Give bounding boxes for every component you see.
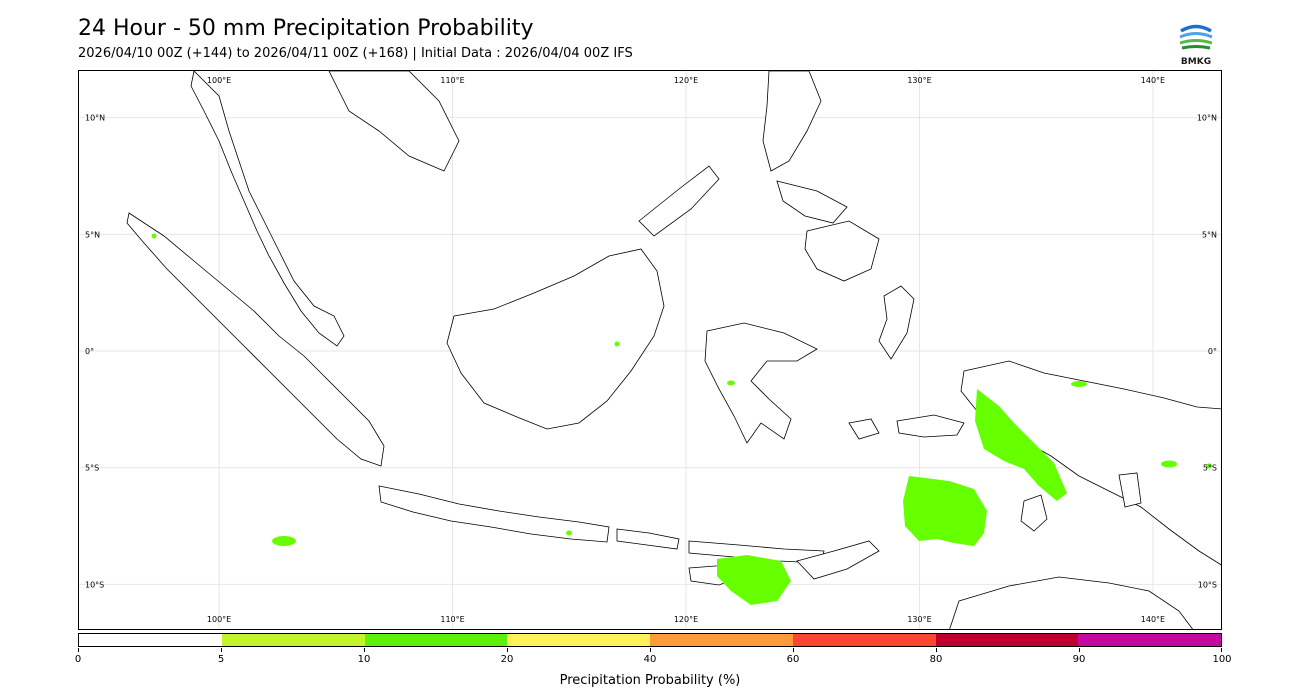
lon-label-top-1: 110°E xyxy=(440,76,464,85)
land-outlines xyxy=(126,71,1221,629)
island-seram xyxy=(896,414,965,438)
lat-label-left-4: 10°S xyxy=(85,580,104,589)
rain-indian-ocean xyxy=(272,536,296,546)
precipitation-areas xyxy=(151,233,1212,605)
lon-labels-bottom: 100°E 110°E 120°E 130°E 140°E xyxy=(207,615,1165,624)
island-luzon xyxy=(762,71,822,172)
rain-spot-png xyxy=(1071,381,1087,387)
colorbar-segment-3 xyxy=(507,634,650,646)
rain-papua-south xyxy=(975,389,1067,501)
lon-label-bottom-1: 110°E xyxy=(440,615,464,624)
lon-label-top-4: 140°E xyxy=(1141,76,1165,85)
rain-timor xyxy=(717,555,791,605)
colorbar-segment-7 xyxy=(1078,634,1221,646)
rain-spot-arafura xyxy=(1161,460,1177,468)
colorbar-title: Precipitation Probability (%) xyxy=(559,673,741,688)
lon-label-bottom-3: 130°E xyxy=(907,615,931,624)
precipitation-map: 100°E 110°E 120°E 130°E 140°E 100°E 110°E 120°… xyxy=(78,70,1222,630)
colorbar-tick-label-6: 80 xyxy=(929,654,943,665)
colorbar-tick-label-7: 90 xyxy=(1072,654,1086,665)
chart-title: 24 Hour - 50 mm Precipitation Probabilit… xyxy=(78,16,534,41)
chart-subtitle: 2026/04/10 00Z (+144) to 2026/04/11 00Z … xyxy=(78,46,633,61)
colorbar-segment-2 xyxy=(364,634,508,646)
lon-label-top-2: 120°E xyxy=(674,76,698,85)
island-borneo xyxy=(446,248,665,430)
lon-label-bottom-4: 140°E xyxy=(1141,615,1165,624)
island-bali-lombok xyxy=(616,528,680,550)
island-mindanao xyxy=(804,220,880,282)
bmkg-logo-text: BMKG xyxy=(1181,57,1211,66)
colorbar-tick-label-5: 60 xyxy=(786,654,800,665)
colorbar-tick-7 xyxy=(1079,648,1080,652)
bmkg-logo-icon: BMKG xyxy=(1174,18,1218,67)
lat-labels-right: 10°N 5°N 0° 5°S 10°S xyxy=(1197,114,1217,590)
lon-label-bottom-0: 100°E xyxy=(207,615,231,624)
colorbar-tick-6 xyxy=(936,648,937,652)
colorbar-tick-2 xyxy=(364,648,365,652)
lat-label-left-3: 5°S xyxy=(85,464,99,473)
island-tanimbar xyxy=(1020,494,1048,532)
lat-label-left-1: 5°N xyxy=(85,230,100,239)
island-sulawesi xyxy=(704,322,818,444)
rain-spot-borneo xyxy=(614,341,620,347)
colorbar-tick-4 xyxy=(650,648,651,652)
island-new-guinea xyxy=(960,360,1221,566)
colorbar-tick-label-8: 100 xyxy=(1212,654,1232,665)
lat-labels-left: 10°N 5°N 0° 5°S 10°S xyxy=(85,114,105,590)
lon-label-top-0: 100°E xyxy=(207,76,231,85)
island-palawan xyxy=(638,165,720,237)
island-halmahera xyxy=(878,285,915,360)
lat-label-right-4: 10°S xyxy=(1198,580,1217,589)
colorbar-segment-4 xyxy=(650,634,793,646)
colorbar-segment-6 xyxy=(935,634,1079,646)
colorbar-tick-label-2: 10 xyxy=(357,654,371,665)
rain-spot-east xyxy=(1206,463,1212,469)
lon-label-bottom-2: 120°E xyxy=(674,615,698,624)
island-buru xyxy=(848,418,880,440)
rain-banda-sea xyxy=(903,476,987,546)
landmass-mainland-north xyxy=(328,71,460,172)
colorbar-tick-5 xyxy=(793,648,794,652)
colorbar-segment-1 xyxy=(221,634,365,646)
lat-label-left-2: 0° xyxy=(85,347,94,356)
colorbar xyxy=(78,633,1222,647)
lat-label-right-1: 5°N xyxy=(1202,230,1217,239)
colorbar-tick-0 xyxy=(78,648,79,652)
colorbar-tick-label-4: 40 xyxy=(643,654,657,665)
colorbar-tick-label-1: 5 xyxy=(217,654,225,665)
landmass-indochina xyxy=(190,71,345,347)
island-sumatra xyxy=(126,212,385,467)
colorbar-segment-0 xyxy=(79,634,222,646)
lat-label-left-0: 10°N xyxy=(85,114,105,123)
landmass-australia xyxy=(949,576,1193,629)
rain-spot-sulawesi xyxy=(727,380,735,386)
colorbar-tick-3 xyxy=(507,648,508,652)
island-timor xyxy=(796,540,880,580)
lat-label-right-2: 0° xyxy=(1208,347,1217,356)
colorbar-tick-1 xyxy=(221,648,222,652)
colorbar-tick-label-0: 0 xyxy=(74,654,82,665)
lat-label-right-0: 10°N xyxy=(1197,114,1217,123)
island-aru xyxy=(1118,472,1142,508)
rain-spot-java-east xyxy=(566,530,572,536)
colorbar-tick-8 xyxy=(1221,648,1222,652)
island-visayas xyxy=(776,180,848,224)
island-java xyxy=(378,485,610,543)
lat-label-right-3: 5°S xyxy=(1203,464,1217,473)
colorbar-segment-5 xyxy=(792,634,936,646)
rain-spot-sumatra xyxy=(151,233,157,239)
lon-labels-top: 100°E 110°E 120°E 130°E 140°E xyxy=(207,76,1165,85)
lon-label-top-3: 130°E xyxy=(907,76,931,85)
colorbar-tick-label-3: 20 xyxy=(500,654,514,665)
